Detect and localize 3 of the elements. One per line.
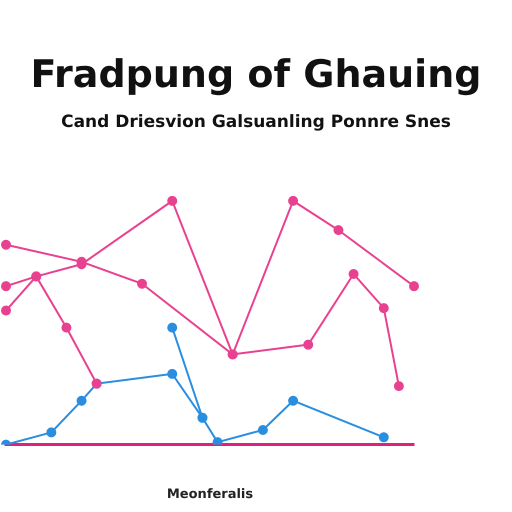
x-axis-title: Meonferalis bbox=[166, 487, 254, 502]
chart-subtitle: Cand Driesvion Galsuanling Ponnre Snes bbox=[60, 112, 452, 132]
chart-title: Fradpung of Ghauing bbox=[30, 52, 482, 96]
